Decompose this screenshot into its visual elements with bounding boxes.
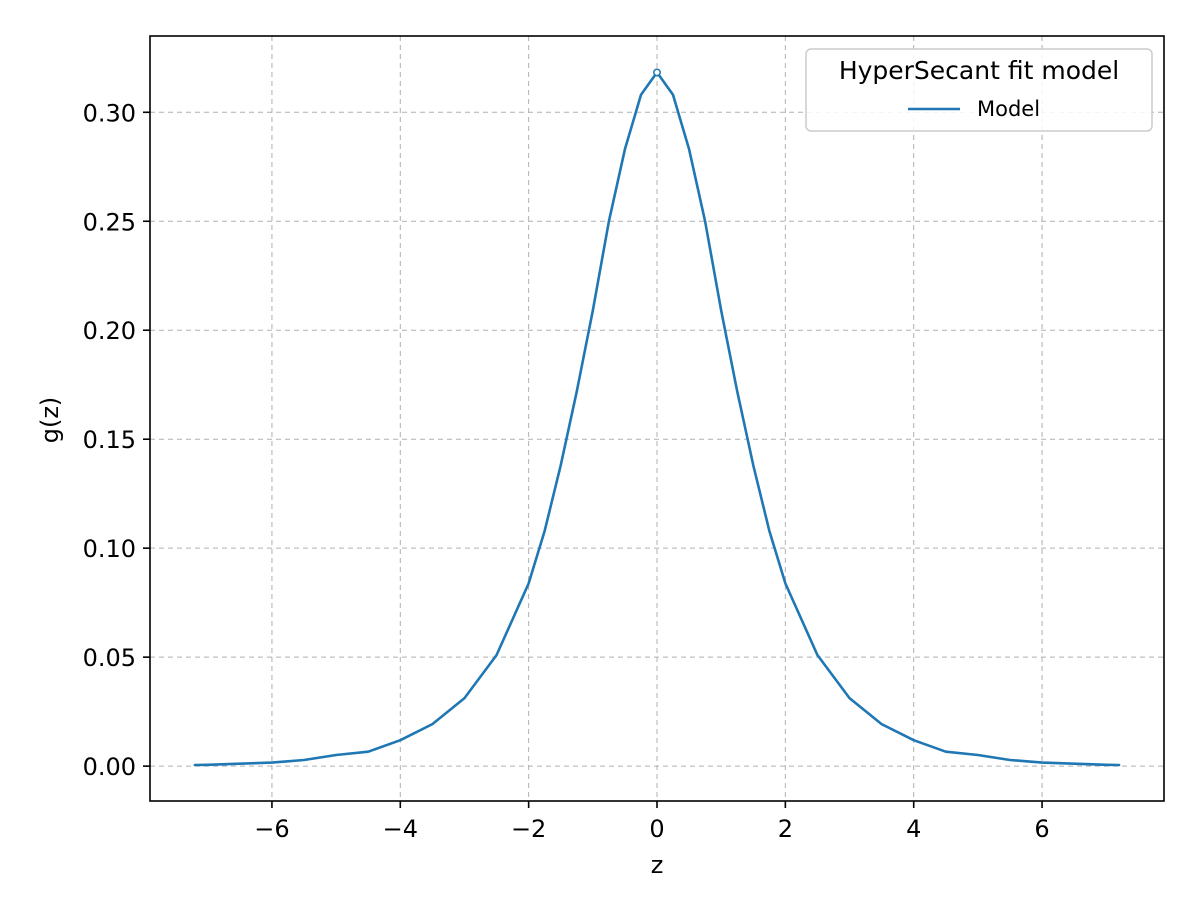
y-tick-label: 0.10 <box>83 535 136 563</box>
x-axis-label: z <box>651 851 664 879</box>
legend-box <box>805 48 1153 132</box>
y-axis-label: g(z) <box>36 397 64 444</box>
x-tick-label: 0 <box>649 815 664 843</box>
ticks: −6 −4 −2 0 2 4 6 0.00 0.05 0.10 0.15 0.20 0.25 0.30 <box>83 99 1050 843</box>
series-layer <box>193 68 1121 767</box>
y-tick-label: 0.15 <box>83 426 136 454</box>
grid <box>150 36 1164 801</box>
x-tick-label: −4 <box>383 815 418 843</box>
x-tick-label: 4 <box>906 815 921 843</box>
peak-marker <box>653 68 661 77</box>
y-tick-label: 0.00 <box>83 753 136 781</box>
legend-entry-model: Model <box>977 97 1040 121</box>
y-tick-label: 0.25 <box>83 208 136 236</box>
legend-title: HyperSecant fit model <box>839 56 1119 85</box>
x-tick-label: 6 <box>1034 815 1049 843</box>
x-tick-label: −2 <box>511 815 546 843</box>
y-tick-label: 0.05 <box>83 644 136 672</box>
y-tick-label: 0.30 <box>83 99 136 127</box>
legend: HyperSecant fit model Model <box>805 48 1153 132</box>
y-tick-label: 0.20 <box>83 317 136 345</box>
x-tick-label: −6 <box>254 815 289 843</box>
x-tick-label: 2 <box>778 815 793 843</box>
